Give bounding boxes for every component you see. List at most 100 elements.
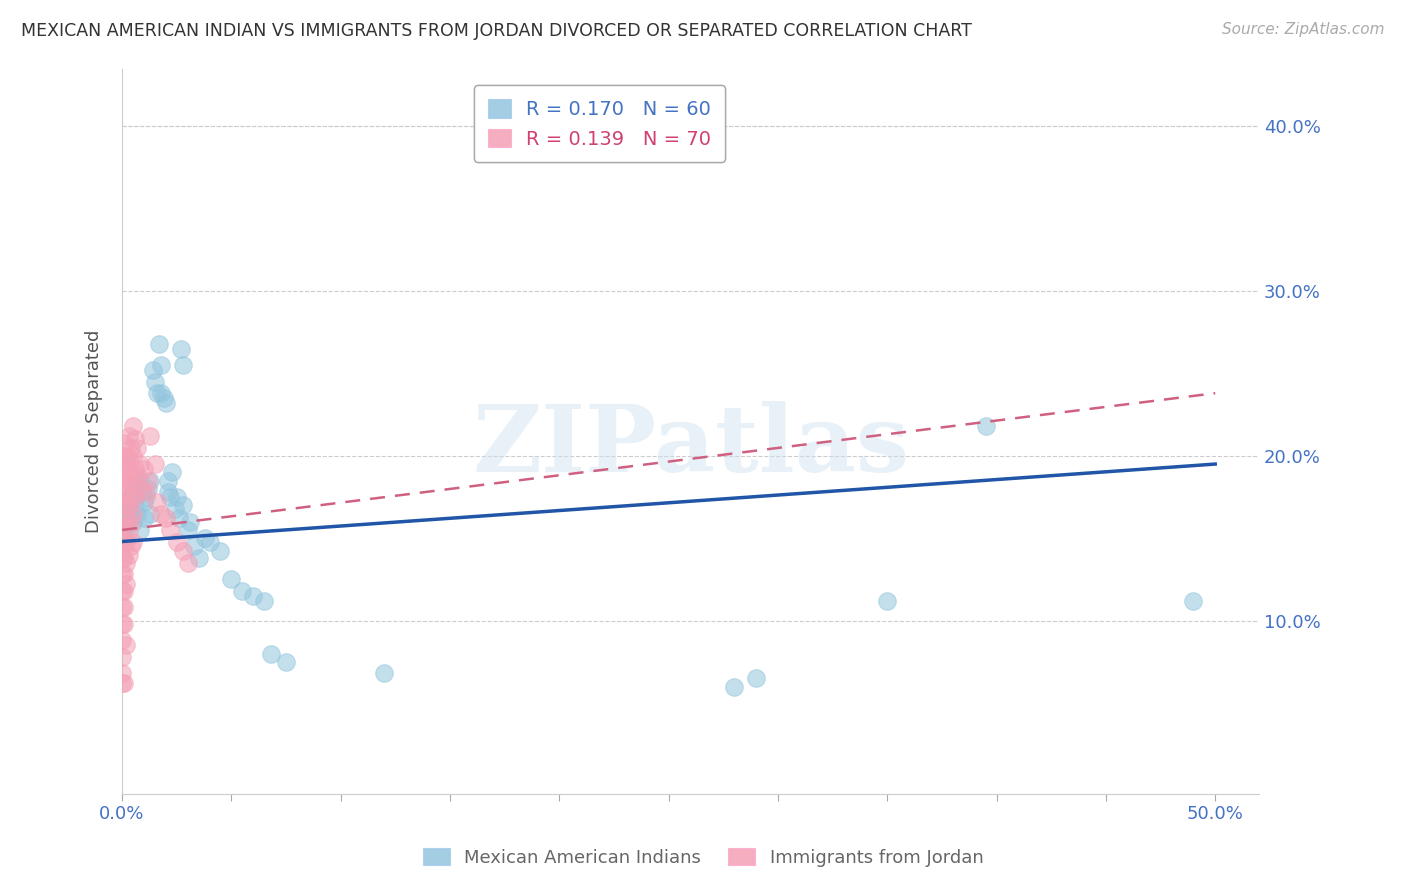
Point <box>111 482 134 496</box>
Point <box>117 511 139 525</box>
Point <box>122 515 145 529</box>
Point <box>122 478 145 492</box>
Point <box>115 638 138 652</box>
Point <box>1182 594 1205 608</box>
Point <box>187 551 209 566</box>
Point <box>111 616 134 631</box>
Point <box>122 449 145 463</box>
Point <box>115 534 138 549</box>
Point <box>111 649 134 664</box>
Point <box>159 523 181 537</box>
Point <box>128 523 150 537</box>
Point <box>156 474 179 488</box>
Point <box>150 358 173 372</box>
Point <box>120 507 142 521</box>
Point <box>112 567 135 582</box>
Point <box>120 441 142 455</box>
Point <box>146 386 169 401</box>
Point <box>117 452 139 467</box>
Point <box>127 441 149 455</box>
Point <box>115 577 138 591</box>
Point <box>132 511 155 525</box>
Point <box>162 465 184 479</box>
Point <box>146 495 169 509</box>
Point <box>132 495 155 509</box>
Point <box>373 666 395 681</box>
Point <box>176 556 198 570</box>
Point <box>124 498 146 512</box>
Point <box>111 551 134 566</box>
Point <box>111 534 134 549</box>
Point <box>143 457 166 471</box>
Point <box>139 507 162 521</box>
Point <box>117 498 139 512</box>
Point <box>127 478 149 492</box>
Point <box>150 507 173 521</box>
Point <box>194 531 217 545</box>
Point <box>112 534 135 549</box>
Point <box>231 584 253 599</box>
Point <box>115 449 138 463</box>
Point <box>111 676 134 690</box>
Point <box>127 468 149 483</box>
Point <box>209 544 232 558</box>
Point <box>127 507 149 521</box>
Point <box>111 600 134 615</box>
Point <box>112 676 135 690</box>
Point <box>120 540 142 554</box>
Point <box>111 465 134 479</box>
Point <box>124 490 146 504</box>
Point <box>115 511 138 525</box>
Point <box>172 498 194 512</box>
Point <box>135 490 157 504</box>
Point <box>115 501 138 516</box>
Point <box>150 386 173 401</box>
Point <box>260 647 283 661</box>
Point <box>132 462 155 476</box>
Point <box>172 544 194 558</box>
Point <box>117 548 139 562</box>
Point <box>111 633 134 648</box>
Point <box>876 594 898 608</box>
Point <box>166 534 188 549</box>
Point <box>112 478 135 492</box>
Y-axis label: Divorced or Separated: Divorced or Separated <box>86 329 103 533</box>
Point <box>221 573 243 587</box>
Point <box>148 336 170 351</box>
Point <box>112 518 135 533</box>
Point <box>198 534 221 549</box>
Point <box>111 567 134 582</box>
Point <box>112 457 135 471</box>
Point <box>155 511 177 525</box>
Point <box>139 474 162 488</box>
Point <box>974 419 997 434</box>
Legend: R = 0.170   N = 60, R = 0.139   N = 70: R = 0.170 N = 60, R = 0.139 N = 70 <box>474 86 725 162</box>
Point <box>172 358 194 372</box>
Point <box>159 490 181 504</box>
Point <box>120 515 142 529</box>
Text: Source: ZipAtlas.com: Source: ZipAtlas.com <box>1222 22 1385 37</box>
Point <box>112 600 135 615</box>
Point <box>122 419 145 434</box>
Point <box>120 490 142 504</box>
Point <box>183 540 205 554</box>
Point <box>745 671 768 685</box>
Point <box>124 482 146 496</box>
Point <box>112 498 135 512</box>
Point <box>155 396 177 410</box>
Point <box>111 449 134 463</box>
Point <box>136 474 159 488</box>
Point <box>115 518 138 533</box>
Point <box>163 501 186 516</box>
Point <box>117 523 139 537</box>
Point <box>274 655 297 669</box>
Point <box>124 462 146 476</box>
Point <box>112 551 135 566</box>
Point <box>143 375 166 389</box>
Point <box>136 482 159 496</box>
Point <box>176 523 198 537</box>
Point <box>131 482 153 496</box>
Point <box>128 457 150 471</box>
Point <box>112 509 135 524</box>
Legend: Mexican American Indians, Immigrants from Jordan: Mexican American Indians, Immigrants fro… <box>415 841 991 874</box>
